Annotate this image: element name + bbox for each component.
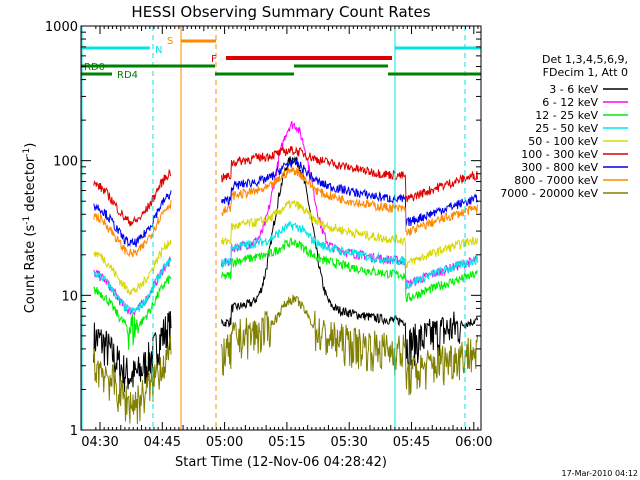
series-line bbox=[221, 166, 478, 237]
plot-frame bbox=[80, 25, 482, 431]
legend-entry-label: 300 - 800 keV bbox=[521, 161, 598, 174]
x-tick-label: 05:15 bbox=[268, 435, 305, 450]
flag-label: F bbox=[211, 54, 217, 65]
flag-label: N bbox=[155, 45, 162, 56]
x-tick-label: 06:00 bbox=[455, 435, 492, 450]
series-line bbox=[221, 157, 478, 227]
legend-entry-label: 50 - 100 keV bbox=[528, 135, 598, 148]
axis-layer: 04:30 04:45 05:00 05:15 05:30 05:45 06:00 1 10 10… bbox=[45, 20, 493, 450]
chart-title: HESSI Observing Summary Count Rates bbox=[131, 3, 430, 21]
y-tick-label: 1000 bbox=[45, 20, 78, 35]
series-line bbox=[93, 190, 172, 248]
series-line bbox=[221, 237, 478, 303]
legend: Det 1,3,4,5,6,9,FDecim 1, Att 0 3 - 6 keV… bbox=[500, 53, 628, 200]
series-line bbox=[221, 294, 478, 396]
legend-header: Det 1,3,4,5,6,9, bbox=[542, 53, 628, 66]
legend-entry-label: 25 - 50 keV bbox=[535, 122, 598, 135]
legend-entry-label: 12 - 25 keV bbox=[535, 109, 598, 122]
series-line bbox=[221, 146, 478, 203]
x-tick-label: 05:45 bbox=[393, 435, 430, 450]
x-tick-label: 05:00 bbox=[206, 435, 243, 450]
series-line bbox=[93, 311, 172, 393]
x-tick-label: 05:30 bbox=[330, 435, 367, 450]
series-layer bbox=[93, 120, 478, 425]
flag-label: S bbox=[167, 36, 173, 47]
series-line bbox=[221, 220, 478, 289]
y-axis-label: Count Rate (s-1 detector-1) bbox=[22, 143, 38, 314]
series-line bbox=[221, 120, 478, 290]
y-tick-label: 10 bbox=[61, 289, 78, 304]
legend-entry-label: 6 - 12 keV bbox=[542, 96, 598, 109]
series-line bbox=[93, 258, 172, 315]
flag-layer: NS F RD0 RD4 bbox=[81, 26, 481, 430]
series-line bbox=[93, 168, 172, 227]
flag-label: RD4 bbox=[117, 70, 138, 81]
legend-header: FDecim 1, Att 0 bbox=[543, 66, 628, 79]
x-axis-label: Start Time (12-Nov-06 04:28:42) bbox=[175, 455, 387, 470]
flag-label: RD0 bbox=[84, 62, 105, 73]
y-tick-label: 100 bbox=[53, 155, 78, 170]
series-line bbox=[93, 274, 172, 351]
series-line bbox=[221, 199, 478, 269]
series-line bbox=[93, 255, 172, 317]
x-tick-label: 04:30 bbox=[81, 435, 118, 450]
footer-timestamp: 17-Mar-2010 04:12 bbox=[562, 469, 639, 478]
y-tick-label: 1 bbox=[70, 424, 78, 439]
series-line bbox=[221, 155, 478, 370]
x-tick-label: 04:45 bbox=[144, 435, 181, 450]
legend-entry-label: 100 - 300 keV bbox=[521, 148, 598, 161]
legend-entry-label: 800 - 7000 keV bbox=[514, 174, 598, 187]
series-line bbox=[93, 335, 172, 425]
legend-entry-label: 7000 - 20000 keV bbox=[500, 187, 598, 200]
legend-entry-label: 3 - 6 keV bbox=[549, 83, 598, 96]
series-line bbox=[93, 239, 172, 296]
series-line bbox=[93, 200, 172, 258]
